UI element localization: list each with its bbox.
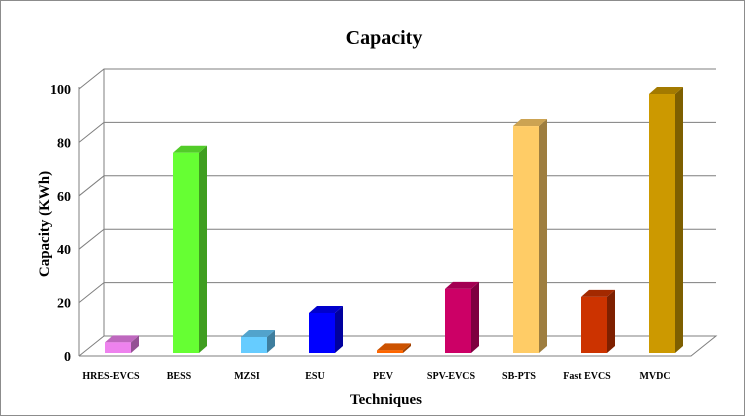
x-tick-label: Fast EVCS [563, 371, 611, 382]
bar-side [403, 343, 411, 353]
bar-front [513, 126, 539, 353]
bar [309, 305, 343, 353]
bar-side [335, 305, 343, 353]
gridline [78, 68, 716, 90]
bar-side [131, 335, 139, 353]
bar-side [471, 281, 479, 353]
x-tick-label: ESU [305, 371, 324, 382]
y-tick-labels: 0 20 40 60 80 100 [50, 83, 71, 365]
bar-side [539, 119, 547, 353]
x-tick-label: SPV-EVCS [427, 371, 476, 382]
bar-front [581, 296, 607, 353]
bar-side [607, 289, 615, 353]
x-tick-label: BESS [167, 371, 192, 382]
floor [78, 335, 718, 357]
bar [445, 281, 479, 353]
bar [105, 335, 139, 353]
chart-title: Capacity [346, 27, 423, 49]
bar-top [241, 329, 275, 337]
bar-front [241, 336, 267, 353]
bar-front [445, 288, 471, 353]
y-axis-label: Capacity (KWh) [37, 171, 53, 277]
bar-front [377, 350, 403, 353]
bar-top [513, 119, 547, 127]
bar-top [377, 343, 411, 351]
bar-top [649, 87, 683, 95]
bar-side [199, 145, 207, 353]
y-tick-label: 100 [50, 83, 71, 98]
bar-top [581, 289, 615, 297]
y-tick-label: 80 [57, 136, 71, 151]
bar-top [445, 281, 479, 289]
bar [241, 329, 275, 353]
bar-top [105, 335, 139, 343]
x-tick-label: SB-PTS [502, 371, 536, 382]
bar-side [675, 87, 683, 353]
x-axis-label: Techniques [350, 392, 422, 408]
x-tick-label: MZSI [234, 371, 260, 382]
x-tick-labels: HRES-EVCS BESS MZSI ESU PEV SPV-EVCS SB-PTS Fas… [82, 371, 670, 382]
x-tick-label: HRES-EVCS [82, 371, 140, 382]
x-tick-label: MVDC [639, 371, 670, 382]
gridline [78, 121, 716, 143]
bar-top [309, 305, 343, 313]
bar [581, 289, 615, 353]
bar [377, 343, 411, 353]
y-tick-label: 20 [57, 297, 71, 312]
bar [513, 119, 547, 353]
y-tick-label: 0 [64, 350, 71, 365]
axes [78, 69, 718, 357]
x-tick-label: PEV [373, 371, 394, 382]
y-tick-label: 40 [57, 243, 71, 258]
bar [173, 145, 207, 353]
bar [649, 87, 683, 353]
bars [105, 87, 683, 353]
bar-front [649, 94, 675, 353]
bar-front [309, 312, 335, 353]
y-tick-label: 60 [57, 190, 71, 205]
bar-front [173, 152, 199, 353]
bar-side [267, 329, 275, 353]
bar-top [173, 145, 207, 153]
bar-front [105, 342, 131, 353]
